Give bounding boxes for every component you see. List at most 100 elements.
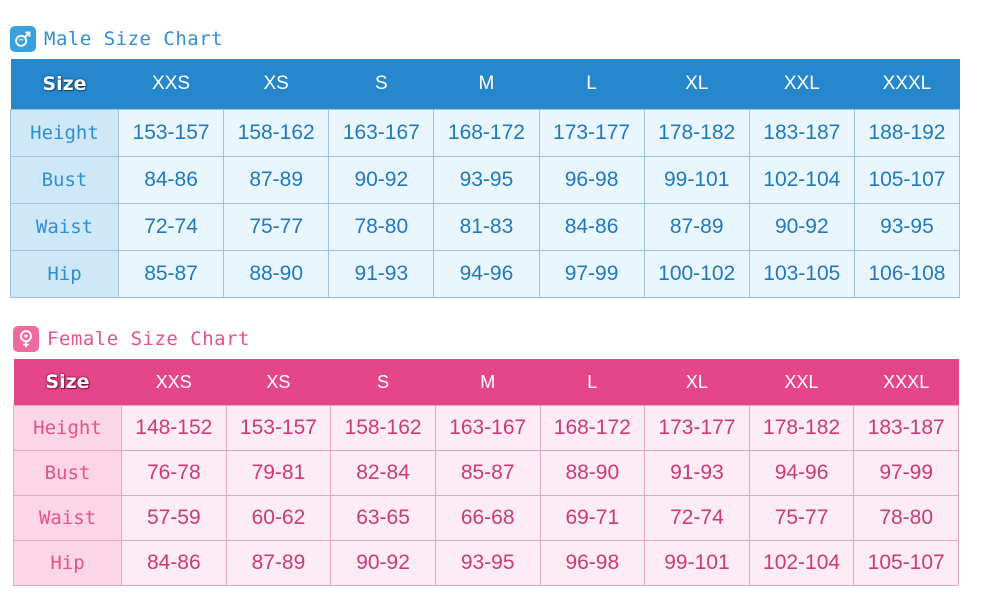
table-cell: 90-92 bbox=[328, 156, 435, 204]
row-label: Height bbox=[13, 405, 122, 451]
table-cell: 183-187 bbox=[853, 405, 959, 451]
table-row: Bust 76-78 79-81 82-84 85-87 88-90 91-93… bbox=[13, 450, 959, 496]
table-cell: 60-62 bbox=[225, 495, 332, 541]
table-cell: 84-86 bbox=[117, 156, 225, 204]
size-header: XXS bbox=[121, 359, 227, 406]
size-header: L bbox=[539, 59, 645, 110]
female-size-table: Size XXS XS S M L XL XXL XXXL Height 148… bbox=[13, 359, 959, 586]
table-cell: 188-192 bbox=[853, 109, 961, 157]
table-cell: 105-107 bbox=[853, 156, 961, 204]
size-corner-label: Size bbox=[10, 59, 119, 110]
size-header: XL bbox=[644, 359, 750, 406]
table-cell: 85-87 bbox=[434, 450, 541, 496]
table-cell: 163-167 bbox=[434, 405, 541, 451]
size-header: S bbox=[330, 359, 436, 406]
table-cell: 90-92 bbox=[330, 540, 436, 586]
table-cell: 78-80 bbox=[853, 495, 959, 541]
table-cell: 178-182 bbox=[748, 405, 855, 451]
row-label: Waist bbox=[10, 203, 119, 251]
table-cell: 148-152 bbox=[121, 405, 227, 451]
table-cell: 75-77 bbox=[748, 495, 855, 541]
table-cell: 84-86 bbox=[538, 203, 645, 251]
table-cell: 168-172 bbox=[539, 405, 646, 451]
table-cell: 81-83 bbox=[433, 203, 540, 251]
size-header: XXXL bbox=[853, 359, 959, 406]
table-cell: 72-74 bbox=[117, 203, 225, 251]
female-size-chart-title: Female Size Chart bbox=[13, 326, 250, 352]
female-symbol-icon bbox=[13, 326, 39, 352]
row-label: Bust bbox=[10, 156, 119, 204]
size-header: XS bbox=[223, 59, 329, 110]
table-cell: 153-157 bbox=[117, 109, 225, 157]
size-header: XXL bbox=[749, 59, 855, 110]
table-cell: 87-89 bbox=[225, 540, 332, 586]
size-header: M bbox=[435, 359, 540, 406]
table-cell: 93-95 bbox=[853, 203, 961, 251]
table-row: Hip 85-87 88-90 91-93 94-96 97-99 100-10… bbox=[10, 250, 961, 298]
size-header: S bbox=[328, 59, 434, 110]
table-cell: 100-102 bbox=[643, 250, 750, 298]
table-cell: 102-104 bbox=[748, 540, 855, 586]
row-label: Height bbox=[10, 109, 119, 157]
table-cell: 158-162 bbox=[223, 109, 330, 157]
size-header: M bbox=[433, 59, 539, 110]
table-cell: 85-87 bbox=[117, 250, 225, 298]
table-cell: 178-182 bbox=[643, 109, 750, 157]
row-label: Bust bbox=[13, 450, 122, 496]
table-cell: 168-172 bbox=[433, 109, 540, 157]
table-cell: 78-80 bbox=[328, 203, 435, 251]
table-cell: 91-93 bbox=[644, 450, 750, 496]
table-cell: 84-86 bbox=[121, 540, 227, 586]
table-cell: 63-65 bbox=[330, 495, 436, 541]
table-cell: 79-81 bbox=[225, 450, 332, 496]
table-cell: 94-96 bbox=[748, 450, 855, 496]
table-cell: 99-101 bbox=[644, 540, 750, 586]
table-cell: 88-90 bbox=[223, 250, 330, 298]
table-cell: 87-89 bbox=[223, 156, 330, 204]
table-cell: 82-84 bbox=[330, 450, 436, 496]
header-row: Size XXS XS S M L XL XXL XXXL bbox=[10, 59, 960, 110]
table-cell: 183-187 bbox=[748, 109, 855, 157]
size-header: XXS bbox=[118, 59, 224, 110]
table-cell: 93-95 bbox=[434, 540, 541, 586]
size-header: XL bbox=[644, 59, 750, 110]
table-cell: 99-101 bbox=[643, 156, 750, 204]
row-label: Hip bbox=[10, 250, 119, 298]
table-cell: 105-107 bbox=[853, 540, 959, 586]
table-cell: 106-108 bbox=[853, 250, 961, 298]
table-row: Height 153-157 158-162 163-167 168-172 1… bbox=[10, 109, 961, 157]
table-cell: 103-105 bbox=[748, 250, 855, 298]
table-cell: 93-95 bbox=[433, 156, 540, 204]
section-heading: Female Size Chart bbox=[47, 328, 250, 350]
size-header: XXXL bbox=[854, 59, 960, 110]
table-row: Hip 84-86 87-89 90-92 93-95 96-98 99-101… bbox=[13, 540, 959, 586]
male-size-chart-title: Male Size Chart bbox=[10, 26, 223, 52]
table-cell: 94-96 bbox=[433, 250, 540, 298]
table-cell: 87-89 bbox=[643, 203, 750, 251]
section-heading: Male Size Chart bbox=[44, 28, 224, 50]
table-cell: 90-92 bbox=[748, 203, 855, 251]
table-row: Bust 84-86 87-89 90-92 93-95 96-98 99-10… bbox=[10, 156, 961, 204]
table-cell: 88-90 bbox=[539, 450, 646, 496]
row-label: Waist bbox=[13, 495, 122, 541]
table-row: Waist 72-74 75-77 78-80 81-83 84-86 87-8… bbox=[10, 203, 961, 251]
table-cell: 173-177 bbox=[644, 405, 750, 451]
table-cell: 57-59 bbox=[121, 495, 227, 541]
size-header: L bbox=[540, 359, 645, 406]
table-cell: 173-177 bbox=[538, 109, 645, 157]
table-cell: 72-74 bbox=[644, 495, 750, 541]
table-cell: 158-162 bbox=[330, 405, 436, 451]
table-cell: 96-98 bbox=[539, 540, 646, 586]
table-row: Height 148-152 153-157 158-162 163-167 1… bbox=[13, 405, 959, 451]
table-cell: 97-99 bbox=[853, 450, 959, 496]
size-header: XS bbox=[226, 359, 331, 406]
table-cell: 96-98 bbox=[538, 156, 645, 204]
table-cell: 75-77 bbox=[223, 203, 330, 251]
table-cell: 97-99 bbox=[538, 250, 645, 298]
male-size-table: Size XXS XS S M L XL XXL XXXL Height 153… bbox=[10, 59, 961, 298]
table-cell: 153-157 bbox=[225, 405, 332, 451]
table-cell: 102-104 bbox=[748, 156, 855, 204]
size-header: XXL bbox=[749, 359, 854, 406]
male-symbol-icon bbox=[10, 26, 36, 52]
table-cell: 69-71 bbox=[539, 495, 646, 541]
